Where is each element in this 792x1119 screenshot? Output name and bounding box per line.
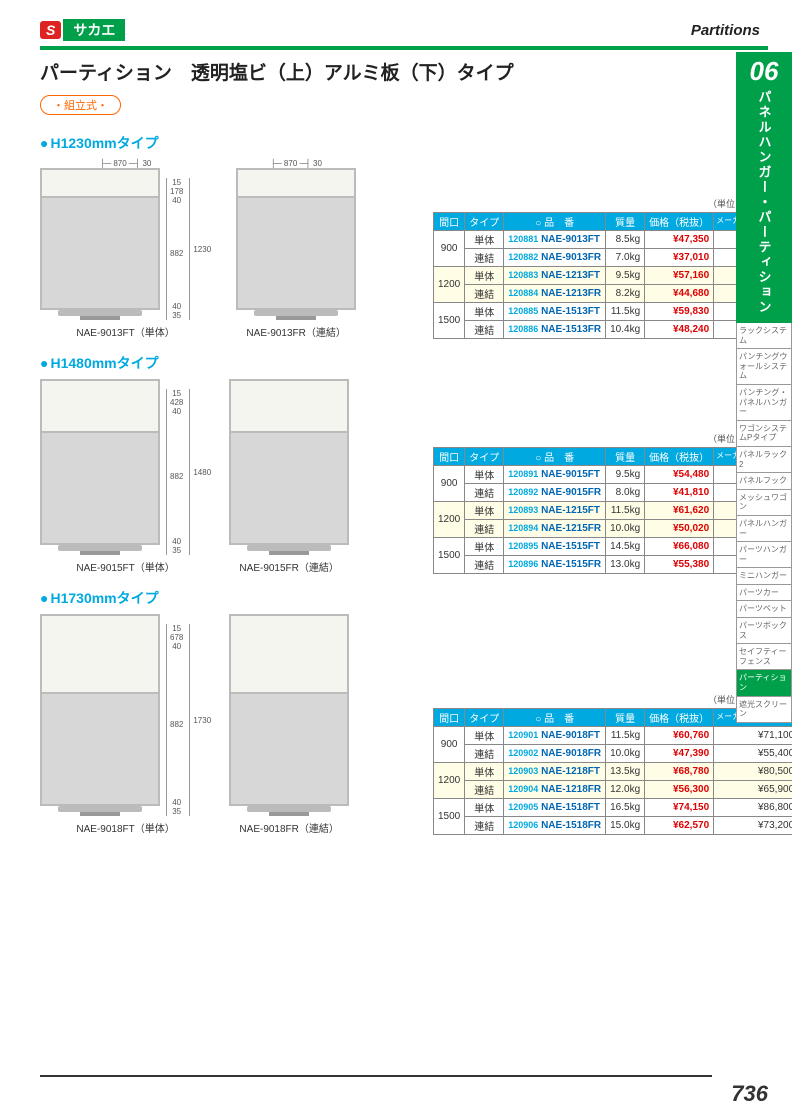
section-heading: H1480mmタイプ [40,353,768,373]
side-tab-item[interactable]: パーツベット [736,601,792,618]
side-tab-item[interactable]: 遮光スクリーン [736,697,792,723]
side-tab-item[interactable]: パネルハンガー [736,516,792,542]
product-figure: 156784088240351730NAE-9018FT（単体） [40,614,211,835]
header-rule [40,46,768,50]
table-header: ○ 品 番 [504,709,606,727]
figure-caption: NAE-9018FT（単体） [76,820,174,835]
category-label: Partitions [691,22,768,39]
table-header: 質量 [606,213,645,231]
table-header: タイプ [465,213,504,231]
table-header: 質量 [606,709,645,727]
table-row: 1200単体120903 NAE-1218FT13.5kg¥68,780¥80,… [434,763,792,781]
side-tab-item[interactable]: パーツカー [736,585,792,602]
figure-caption: NAE-9013FT（単体） [76,324,174,339]
spec-table: 間口タイプ○ 品 番質量価格（税抜）メーカー希望小売価格900単体120901 … [433,708,792,835]
side-tab-item[interactable]: パーツハンガー [736,542,792,568]
side-tab-item[interactable]: ワゴンシステムPタイプ [736,421,792,447]
table-row: 連結120902 NAE-9018FR10.0kg¥47,390¥55,400 [434,745,792,763]
table-header: ○ 品 番 [504,213,606,231]
table-header: 価格（税抜） [645,448,714,466]
footer-rule [40,1075,712,1077]
table-row: 900単体120901 NAE-9018FT11.5kg¥60,760¥71,1… [434,727,792,745]
logo-text: サカエ [63,19,125,41]
side-tab-item[interactable]: パーツボックス [736,618,792,644]
figure-caption: NAE-9018FR（連結） [239,820,338,835]
table-header: タイプ [465,448,504,466]
page-number: 736 [731,1081,768,1107]
assembly-badge: ・組立式・ [40,95,121,115]
section-heading: H1730mmタイプ [40,588,768,608]
side-tab-column: 06 パネルハンガー・パーティション ラックシステムパンチングウォールシステムパ… [736,52,792,723]
unit-label: （単位：mm） [433,197,768,210]
chapter-number: 06 [738,58,790,84]
table-header: 間口 [434,709,465,727]
table-row: 連結120904 NAE-1218FR12.0kg¥56,300¥65,900 [434,781,792,799]
page-title: パーティション 透明塩ビ（上）アルミ板（下）タイプ [40,58,768,85]
table-header: 間口 [434,213,465,231]
side-tab-item[interactable]: ラックシステム [736,323,792,349]
side-tab-item[interactable]: メッシュワゴン [736,490,792,516]
product-figure: NAE-9018FR（連結） [229,614,349,835]
side-tab-item[interactable]: パンチングウォールシステム [736,349,792,385]
page-header: S サカエ Partitions [40,18,768,42]
table-row: 連結120906 NAE-1518FR15.0kg¥62,570¥73,200 [434,817,792,835]
figure-caption: NAE-9015FR（連結） [239,559,338,574]
side-tab-item[interactable]: パンチング・パネルハンガー [736,385,792,421]
table-row: 1500単体120905 NAE-1518FT16.5kg¥74,150¥86,… [434,799,792,817]
table-header: 価格（税抜） [645,709,714,727]
figure-caption: NAE-9015FT（単体） [76,559,174,574]
product-figure: ├─ 870 ─┤ 30151784088240351230NAE-9013FT… [40,159,211,339]
side-tab-header: 06 パネルハンガー・パーティション [736,52,792,323]
side-tab-item[interactable]: パネルラック2 [736,447,792,473]
table-header: 質量 [606,448,645,466]
side-tab-item[interactable]: ミニハンガー [736,568,792,585]
logo-s: S [40,21,61,39]
side-tab-item[interactable]: セイフティーフェンス [736,644,792,670]
unit-label: （単位：mm） [433,432,768,445]
unit-label: （単位：mm） [433,693,768,706]
chapter-title: パネルハンガー・パーティション [755,90,774,315]
table-header: 間口 [434,448,465,466]
section-heading: H1230mmタイプ [40,133,768,153]
table-header: ○ 品 番 [504,448,606,466]
table-header: 価格（税抜） [645,213,714,231]
table-header: タイプ [465,709,504,727]
product-figure: 154284088240351480NAE-9015FT（単体） [40,379,211,574]
side-tab-item[interactable]: パネルフック [736,473,792,490]
product-figure: ├─ 870 ─┤ 30NAE-9013FR（連結） [229,159,363,339]
figure-caption: NAE-9013FR（連結） [246,324,345,339]
product-figure: NAE-9015FR（連結） [229,379,349,574]
side-tab-item[interactable]: パーティション [736,670,792,696]
